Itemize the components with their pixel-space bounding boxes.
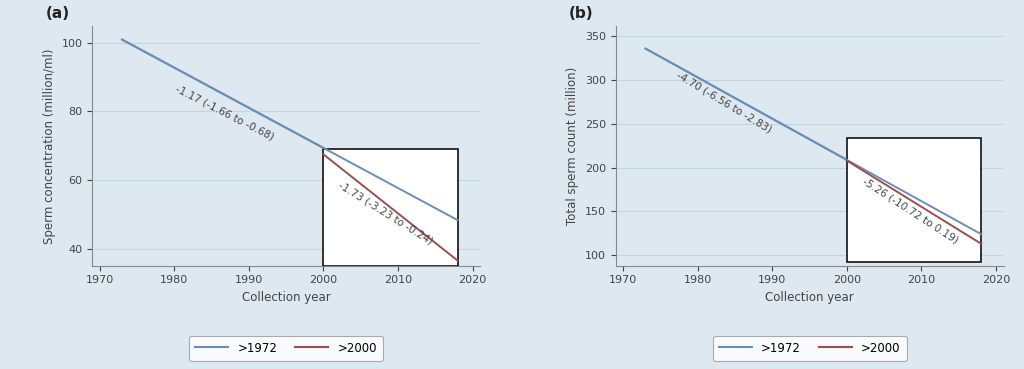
X-axis label: Collection year: Collection year — [765, 291, 854, 304]
Legend: >1972, >2000: >1972, >2000 — [713, 336, 906, 361]
Text: -4.70 (-6.56 to -2.83): -4.70 (-6.56 to -2.83) — [675, 70, 773, 135]
X-axis label: Collection year: Collection year — [242, 291, 331, 304]
Legend: >1972, >2000: >1972, >2000 — [189, 336, 383, 361]
Bar — [324, 149, 458, 266]
Bar — [847, 138, 981, 262]
Text: (a): (a) — [46, 6, 70, 21]
Text: -1.73 (-3.23 to -0.24): -1.73 (-3.23 to -0.24) — [337, 180, 435, 246]
Text: -5.26 (-10.72 to 0.19): -5.26 (-10.72 to 0.19) — [861, 176, 961, 245]
Y-axis label: Total sperm count (million): Total sperm count (million) — [566, 67, 580, 225]
Y-axis label: Sperm concentration (million/ml): Sperm concentration (million/ml) — [43, 48, 56, 244]
Text: (b): (b) — [569, 6, 594, 21]
Text: -1.17 (-1.66 to -0.68): -1.17 (-1.66 to -0.68) — [173, 84, 275, 142]
